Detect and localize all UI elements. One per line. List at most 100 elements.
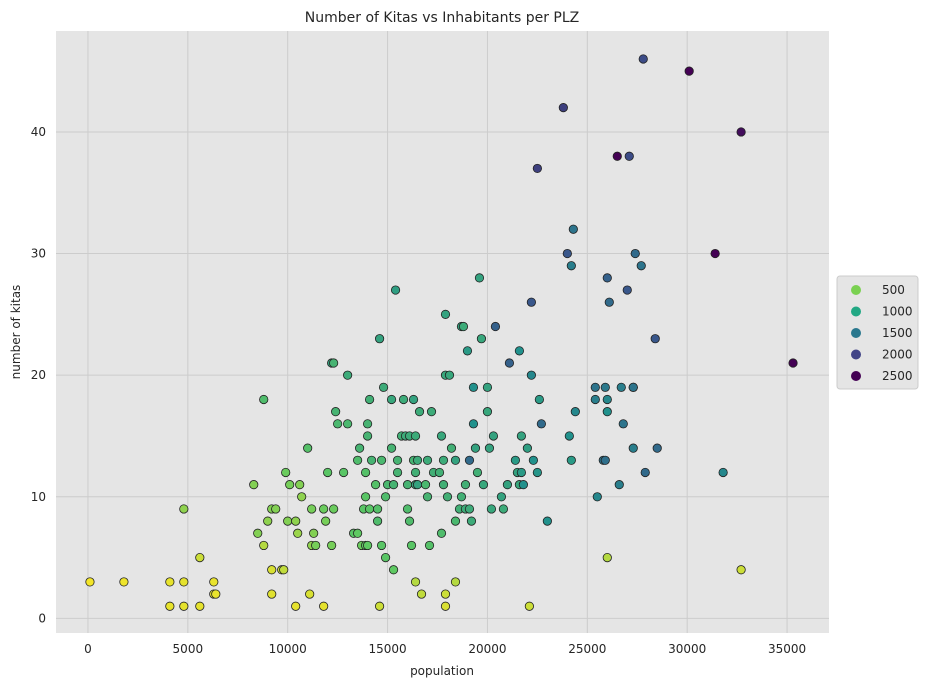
data-point (458, 321, 469, 332)
data-point (165, 601, 175, 611)
data-point (372, 504, 383, 514)
legend-marker (851, 306, 861, 317)
data-point (440, 589, 451, 599)
data-point (602, 394, 612, 405)
data-point (628, 443, 638, 453)
data-point (370, 480, 381, 490)
x-tick-label: 0 (84, 642, 92, 656)
data-point (640, 467, 650, 478)
data-point (570, 407, 580, 417)
data-point (319, 601, 329, 611)
x-axis-ticks: 0 5000 10000 15000 20000 25000 30000 35000 (84, 642, 806, 656)
data-point (470, 443, 481, 453)
data-point (558, 103, 568, 113)
data-point (404, 516, 415, 526)
data-point (460, 480, 471, 490)
data-point (488, 431, 499, 441)
data-point (464, 455, 475, 465)
data-point (564, 431, 574, 441)
data-point (436, 528, 447, 538)
data-point (534, 394, 544, 405)
legend-box (836, 275, 919, 390)
data-point (562, 248, 572, 259)
data-point (636, 261, 646, 271)
data-point (462, 346, 473, 356)
data-point (327, 540, 337, 551)
data-point (319, 504, 329, 514)
data-point (376, 540, 387, 551)
data-point (628, 382, 638, 392)
y-axis-label: number of kitas (9, 285, 23, 380)
data-point (378, 382, 389, 392)
data-point (360, 467, 371, 478)
data-point (510, 455, 521, 465)
data-point (464, 504, 475, 514)
data-point (422, 492, 433, 502)
data-point (329, 358, 339, 368)
y-tick-label: 40 (31, 125, 46, 139)
data-point (466, 516, 477, 526)
data-point (476, 334, 487, 344)
data-point (362, 431, 373, 441)
legend-marker (851, 349, 861, 360)
data-point (618, 419, 628, 429)
data-point (600, 382, 610, 392)
data-point (195, 552, 205, 563)
data-point (478, 480, 489, 490)
data-point (438, 455, 449, 465)
data-point (374, 601, 385, 611)
legend-marker (851, 328, 861, 338)
data-point (484, 443, 495, 453)
data-point (736, 565, 746, 575)
data-point (392, 455, 403, 465)
data-point (321, 516, 331, 526)
data-point (362, 419, 373, 429)
legend-label: 2000 (882, 348, 913, 362)
data-point (119, 577, 129, 587)
data-point (516, 431, 526, 441)
data-point (440, 601, 451, 611)
data-point (331, 407, 341, 417)
chart-title: Number of Kitas vs Inhabitants per PLZ (305, 10, 580, 26)
data-point (211, 589, 221, 599)
data-point (516, 467, 526, 478)
data-point (343, 419, 353, 429)
data-point (468, 382, 479, 392)
data-point (364, 504, 375, 514)
data-point (436, 431, 447, 441)
data-point (490, 321, 501, 332)
data-point (388, 565, 399, 575)
data-point (386, 394, 397, 405)
legend-marker (851, 371, 861, 381)
x-axis-label: population (410, 664, 474, 678)
data-point (624, 151, 634, 161)
data-point (718, 467, 728, 478)
data-point (736, 127, 746, 137)
data-points (85, 54, 798, 611)
data-point (376, 455, 387, 465)
data-point (179, 504, 189, 514)
data-point (526, 370, 536, 380)
data-point (440, 309, 451, 319)
data-point (444, 370, 455, 380)
data-point (412, 480, 423, 490)
data-point (390, 285, 401, 295)
data-point (355, 443, 365, 453)
data-point (307, 504, 317, 514)
data-point (410, 577, 421, 587)
data-point (652, 443, 662, 453)
data-point (514, 346, 525, 356)
data-point (195, 601, 205, 611)
data-point (311, 540, 321, 551)
data-point (602, 552, 612, 563)
data-point (364, 394, 375, 405)
y-axis-ticks: 0 10 20 30 40 (31, 125, 46, 625)
x-tick-label: 20000 (468, 642, 506, 656)
data-point (638, 54, 648, 64)
data-point (267, 565, 277, 575)
data-point (532, 163, 542, 174)
data-point (486, 504, 497, 514)
y-tick-label: 0 (38, 611, 46, 625)
data-point (293, 528, 303, 538)
data-point (474, 273, 485, 283)
